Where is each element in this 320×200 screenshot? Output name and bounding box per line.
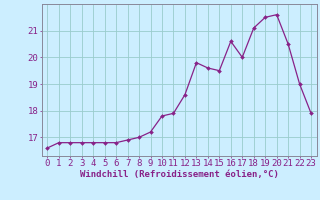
X-axis label: Windchill (Refroidissement éolien,°C): Windchill (Refroidissement éolien,°C) — [80, 170, 279, 179]
